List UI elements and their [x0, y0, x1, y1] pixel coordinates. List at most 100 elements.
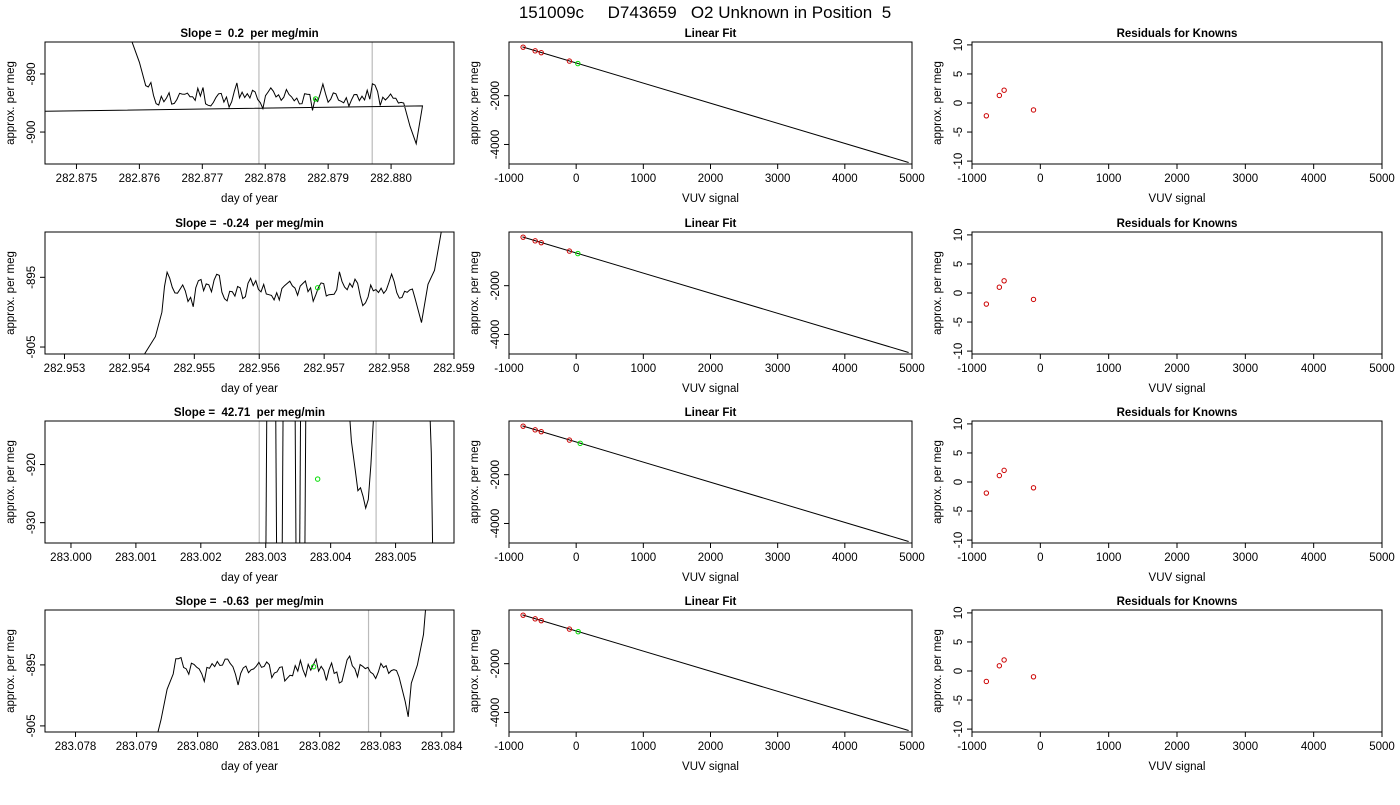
x-tick-label: -1000 — [494, 363, 523, 375]
known-point — [520, 234, 526, 240]
x-tick-label: 4000 — [832, 173, 858, 185]
x-tick-label: -1000 — [957, 363, 986, 375]
y-tick-label: 5 — [953, 71, 965, 77]
x-tick-label: 3000 — [1233, 363, 1259, 375]
y-tick-label: 5 — [953, 639, 965, 645]
x-tick-label: 283.001 — [115, 552, 157, 564]
plot-frame — [508, 41, 913, 165]
x-axis-label: day of year — [221, 383, 278, 395]
x-tick-label: 0 — [1037, 173, 1043, 185]
known-point — [566, 248, 573, 254]
x-tick-label: 4000 — [1301, 552, 1327, 564]
y-tick-label: 0 — [953, 668, 965, 674]
plot-frame — [971, 41, 1383, 165]
plot-frame — [508, 609, 913, 733]
unknown-point — [312, 96, 319, 102]
unknown-point — [575, 250, 581, 257]
unknown-point — [314, 476, 321, 482]
residual-point — [1001, 467, 1007, 474]
panel-slope-row-1: Slope = 0.2 per meg/min 282.875 282.876 282… — [5, 28, 455, 205]
trace-line — [299, 421, 302, 543]
x-tick-label: 283.002 — [180, 552, 222, 564]
y-axis-label: approx. per meg — [5, 629, 17, 713]
y-tick-label: -905 — [26, 336, 38, 359]
x-tick-label: -1000 — [494, 741, 523, 753]
panel-title: Linear Fit — [685, 407, 737, 419]
x-axis-label: day of year — [221, 572, 278, 584]
known-point — [520, 423, 526, 429]
fit-line — [522, 46, 909, 164]
x-tick-label: 3000 — [765, 363, 791, 375]
residual-point — [1001, 657, 1007, 663]
x-tick-label: 5000 — [899, 741, 925, 753]
residual-point — [983, 678, 990, 685]
trace-line — [143, 232, 442, 354]
x-tick-label: -1000 — [494, 552, 523, 564]
y-tick-label: -2000 — [490, 649, 502, 678]
x-tick-label: 282.880 — [370, 173, 412, 185]
fit-line — [522, 236, 909, 354]
y-axis-label: approx. per meg — [469, 251, 481, 335]
panel-linear_fit-row-4: Linear Fit -1000 0 1000 2000 3000 4000 5000 -200… — [469, 596, 925, 773]
x-tick-label: 3000 — [765, 173, 791, 185]
plot-frame — [508, 231, 913, 355]
panel-slope-row-4: Slope = -0.63 per meg/min 283.078 283.079 2… — [5, 596, 463, 773]
panel-residuals-row-2: Residuals for Knowns -1000 0 1000 2000 3000 40… — [932, 218, 1395, 395]
x-tick-label: 3000 — [1233, 741, 1259, 753]
x-tick-label: 282.956 — [238, 363, 280, 375]
known-point — [532, 616, 538, 622]
x-axis-label: VUV signal — [1149, 572, 1206, 584]
x-tick-label: 283.000 — [50, 552, 92, 564]
known-point — [532, 427, 538, 433]
data-layer — [520, 234, 909, 354]
y-tick-label: 10 — [953, 607, 965, 620]
x-tick-label: 0 — [1037, 363, 1043, 375]
x-tick-label: 282.878 — [244, 173, 286, 185]
x-tick-label: 2000 — [698, 552, 724, 564]
y-axis-label: approx. per meg — [932, 61, 944, 145]
x-tick-label: 0 — [573, 552, 579, 564]
x-tick-label: 2000 — [1164, 552, 1190, 564]
y-tick-label: -920 — [26, 453, 38, 476]
y-tick-label: 0 — [953, 290, 965, 296]
x-tick-label: 282.953 — [44, 363, 86, 375]
y-tick-label: -4000 — [490, 698, 502, 727]
x-tick-label: -1000 — [957, 173, 986, 185]
plot-frame — [44, 41, 455, 165]
x-tick-label: 1000 — [1096, 173, 1122, 185]
unknown-point — [577, 440, 583, 447]
x-tick-label: 282.879 — [307, 173, 349, 185]
x-axis-label: VUV signal — [1149, 761, 1206, 773]
plot-frame — [971, 231, 1383, 355]
y-tick-label: -890 — [26, 62, 38, 85]
y-tick-label: -5 — [953, 506, 965, 516]
y-tick-label: -5 — [953, 695, 965, 705]
trace-line — [281, 421, 284, 543]
x-tick-label: 282.959 — [433, 363, 475, 375]
x-tick-label: 0 — [573, 741, 579, 753]
panel-linear_fit-row-1: Linear Fit -1000 0 1000 2000 3000 4000 5000 -200… — [469, 28, 925, 205]
y-tick-label: 0 — [953, 100, 965, 106]
y-axis-label: approx. per meg — [5, 440, 17, 524]
y-tick-label: -10 — [953, 721, 965, 738]
y-axis-label: approx. per meg — [932, 440, 944, 524]
data-layer — [983, 467, 1037, 496]
residual-point — [1030, 674, 1037, 680]
x-tick-label: 1000 — [1096, 741, 1122, 753]
x-tick-label: 3000 — [1233, 552, 1259, 564]
x-tick-label: 282.957 — [303, 363, 345, 375]
x-tick-label: 5000 — [1369, 363, 1395, 375]
residual-point — [983, 490, 990, 496]
x-tick-label: 3000 — [765, 741, 791, 753]
x-tick-label: 1000 — [1096, 552, 1122, 564]
x-tick-label: 282.958 — [368, 363, 410, 375]
x-tick-label: 4000 — [1301, 741, 1327, 753]
y-axis-label: approx. per meg — [469, 61, 481, 145]
trace-line — [265, 421, 268, 543]
main-title: 151009c D743659 O2 Unknown in Position 5 — [519, 3, 891, 22]
x-axis-label: VUV signal — [682, 193, 739, 205]
x-tick-label: 282.876 — [119, 173, 161, 185]
unknown-point — [314, 285, 321, 291]
residual-point — [996, 472, 1003, 479]
x-tick-label: 1000 — [631, 552, 657, 564]
